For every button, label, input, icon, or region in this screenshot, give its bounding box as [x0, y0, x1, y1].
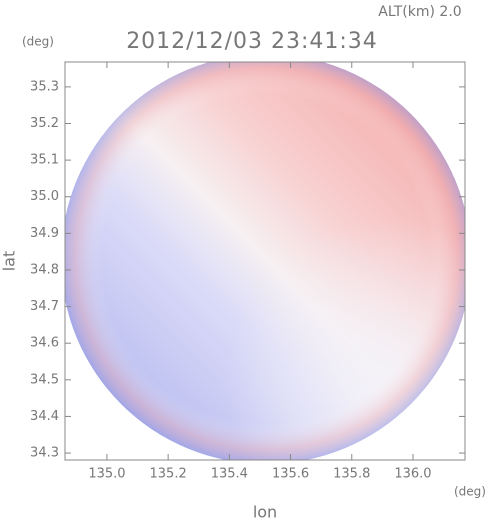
- y-tick-label: 35.1: [30, 153, 59, 168]
- radar-field: [65, 62, 465, 460]
- x-tick-label: 135.4: [211, 467, 248, 482]
- y-tick-label: 35.3: [30, 79, 59, 94]
- x-axis-label: lon: [253, 503, 277, 521]
- y-tick-label: 34.4: [30, 409, 59, 424]
- y-tick-label: 34.5: [30, 372, 59, 387]
- x-tick-label: 135.0: [88, 467, 125, 482]
- altitude: ALT(km) 2.0: [378, 4, 461, 20]
- x-tick-label: 135.2: [150, 467, 187, 482]
- chart-title: 2012/12/03 23:41:34: [126, 29, 378, 54]
- y-tick-label: 35.0: [30, 189, 59, 204]
- y-tick-label: 34.8: [30, 262, 59, 277]
- y-axis-label: lat: [0, 251, 19, 272]
- y-tick-label: 34.3: [30, 446, 59, 461]
- y-tick-label: 34.6: [30, 336, 59, 351]
- x-tick-label: 135.6: [272, 467, 309, 482]
- y-unit: (deg): [22, 35, 54, 49]
- plot-frame: [64, 61, 466, 461]
- x-tick-label: 136.0: [394, 467, 431, 482]
- x-unit: (deg): [454, 485, 486, 499]
- y-tick-label: 34.7: [30, 299, 59, 314]
- x-tick-label: 135.8: [333, 467, 370, 482]
- y-tick-label: 34.9: [30, 226, 59, 241]
- y-tick-label: 35.2: [30, 116, 59, 131]
